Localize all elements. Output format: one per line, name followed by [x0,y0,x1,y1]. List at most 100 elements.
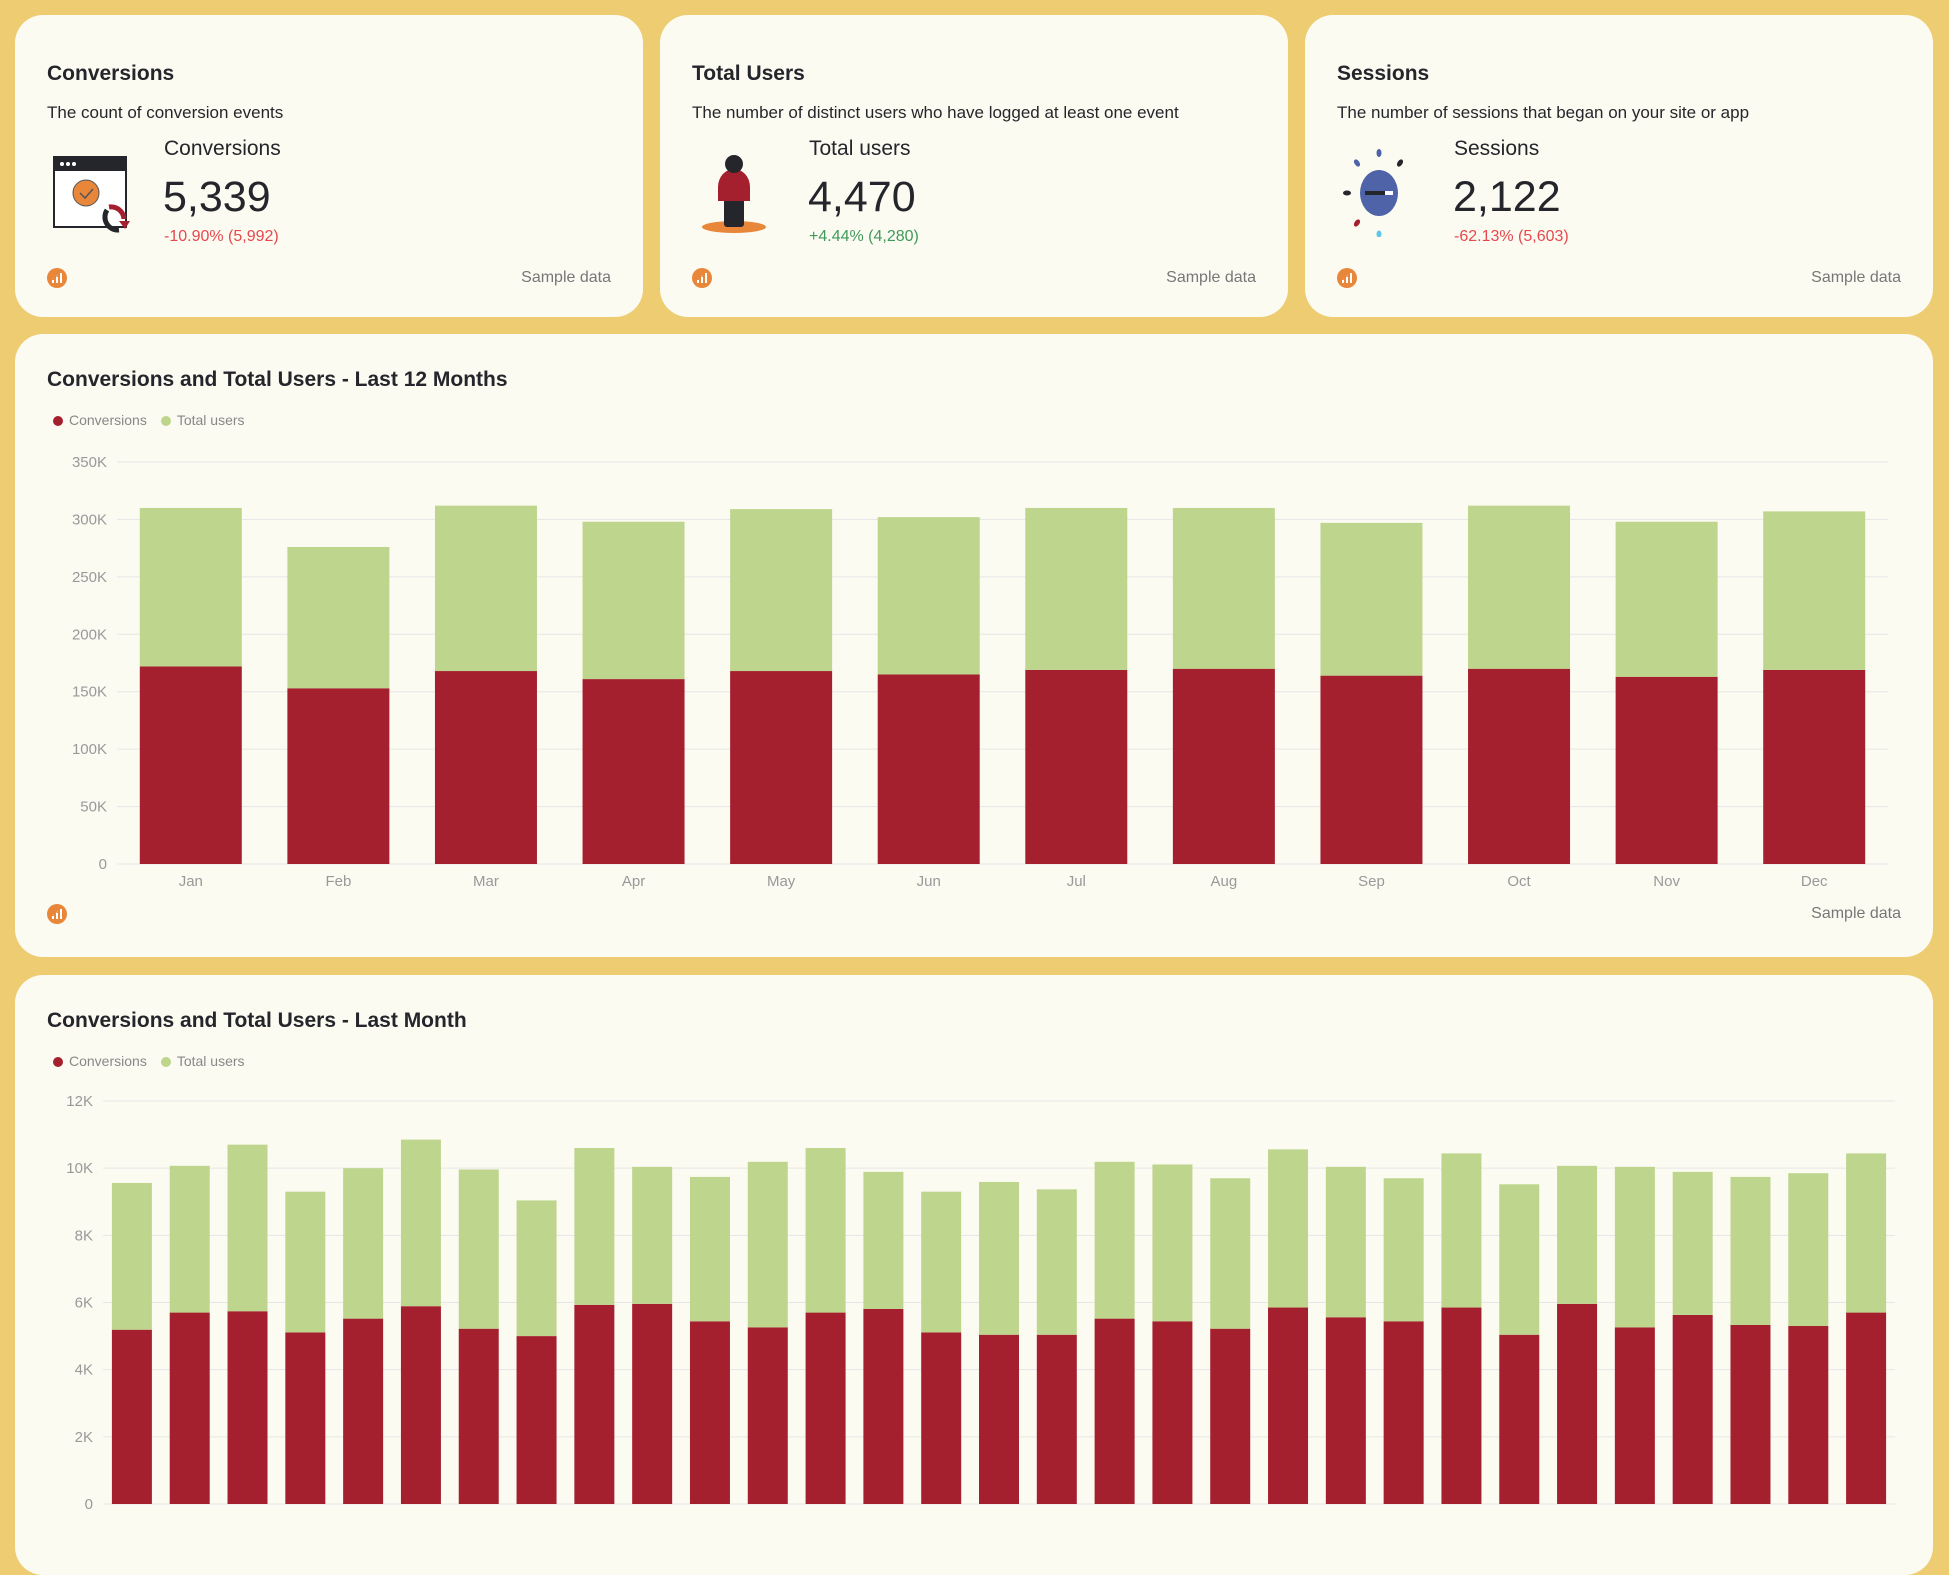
y-tick-label: 300K [72,511,107,528]
x-tick-label: Jul [1067,873,1086,890]
legend-item-total-users[interactable]: Total users [160,412,245,428]
metric-change: -62.13% (5,603) [1454,228,1569,245]
card-title: Total Users [692,62,805,85]
legend-item-total-users[interactable]: Total users [160,1053,245,1069]
person-icon [702,155,766,233]
bar-total-users [689,1176,730,1322]
bar-conversions [434,671,537,864]
bar-total-users [1441,1153,1482,1308]
bar-conversions [1763,669,1866,864]
y-tick-label: 4K [75,1362,93,1379]
bar-total-users [1614,1166,1655,1328]
bar-total-users [582,521,685,680]
card-description: The number of distinct users who have lo… [692,103,1179,122]
bar-total-users [285,1191,326,1333]
card-description: The number of sessions that began on you… [1337,103,1750,122]
bar-total-users [1499,1184,1540,1335]
x-tick-label: Apr [622,873,645,890]
browser-conversion-icon [53,156,130,233]
bar-total-users [1152,1164,1193,1322]
x-tick-label: Jan [179,873,203,890]
metric-change: +4.44% (4,280) [809,228,919,245]
y-tick-label: 6K [75,1295,93,1312]
bar-conversions [343,1318,384,1504]
legend-dot-icon [53,1057,63,1067]
y-tick-label: 200K [72,626,107,643]
bar-total-users [805,1148,846,1313]
bar-conversions [139,666,242,864]
y-tick-label: 0 [99,856,107,873]
bar-conversions [1614,1327,1655,1504]
y-tick-label: 10K [66,1160,93,1177]
bar-conversions [632,1303,673,1504]
bar-conversions [287,688,390,864]
chart-legend: Conversions Total users [53,412,245,428]
bar-conversions [1468,668,1571,864]
card-description: The count of conversion events [47,103,284,122]
bar-total-users [287,546,390,689]
x-tick-label: Jun [917,873,941,890]
bar-total-users [1730,1176,1771,1326]
card-title: Conversions [47,62,175,85]
legend-item-conversions[interactable]: Conversions [53,1053,147,1069]
x-tick-label: May [767,873,796,890]
card-title: Sessions [1337,62,1430,85]
legend-label: Conversions [69,412,147,428]
metric-value: 5,339 [163,173,271,221]
bar-conversions [1094,1318,1135,1504]
sample-data-label: Sample data [521,269,611,286]
bar-total-users [1788,1173,1829,1327]
bar-total-users [863,1171,904,1309]
x-tick-label: Oct [1507,873,1531,890]
bar-conversions [730,671,833,864]
data-source-icon[interactable] [47,268,67,288]
bar-total-users [1557,1165,1598,1304]
bar-total-users [1036,1189,1077,1335]
data-source-icon[interactable] [47,904,67,924]
bar-conversions [1325,1317,1366,1504]
bar-total-users [227,1144,268,1312]
bar-conversions [285,1332,326,1504]
chart-title: Conversions and Total Users - Last Month [47,1009,467,1032]
bar-total-users [1615,521,1718,677]
bar-total-users [1846,1153,1887,1313]
x-tick-label: Mar [473,873,499,890]
total-users-kpi-card: Total Users The number of distinct users… [660,15,1288,317]
legend-item-conversions[interactable]: Conversions [53,412,147,428]
sample-data-label: Sample data [1811,905,1901,922]
bar-conversions [1846,1312,1887,1504]
bar-total-users [1468,505,1571,669]
bar-conversions [863,1308,904,1504]
metric-value: 4,470 [808,173,916,221]
bar-conversions [169,1312,210,1504]
bar-total-users [877,517,980,675]
bar-total-users [169,1165,210,1313]
legend-label: Total users [176,1053,245,1069]
bar-conversions [979,1334,1019,1504]
bar-conversions [1788,1326,1829,1504]
bar-total-users [1210,1178,1251,1329]
bar-conversions [1036,1334,1077,1504]
daily-chart-card: Conversions and Total Users - Last Month… [15,975,1933,1575]
x-tick-label: Aug [1211,873,1238,890]
bar-conversions [1172,668,1275,864]
data-source-icon[interactable] [692,268,712,288]
y-tick-label: 12K [66,1093,93,1110]
bar-total-users [458,1169,499,1329]
metric-value: 2,122 [1453,173,1561,221]
bar-conversions [1557,1303,1598,1504]
bar-conversions [1615,676,1718,864]
bar-total-users [921,1191,962,1333]
y-tick-label: 150K [72,684,107,701]
bar-total-users [574,1148,615,1305]
bar-total-users [139,507,242,667]
sample-data-label: Sample data [1811,269,1901,286]
bar-conversions [877,674,980,864]
sessions-kpi-card: Sessions The number of sessions that beg… [1305,15,1933,317]
legend-label: Conversions [69,1053,147,1069]
bar-conversions [111,1329,152,1504]
bar-conversions [1210,1328,1251,1504]
y-tick-label: 2K [75,1429,93,1446]
metric-label: Conversions [164,137,281,160]
data-source-icon[interactable] [1337,268,1357,288]
